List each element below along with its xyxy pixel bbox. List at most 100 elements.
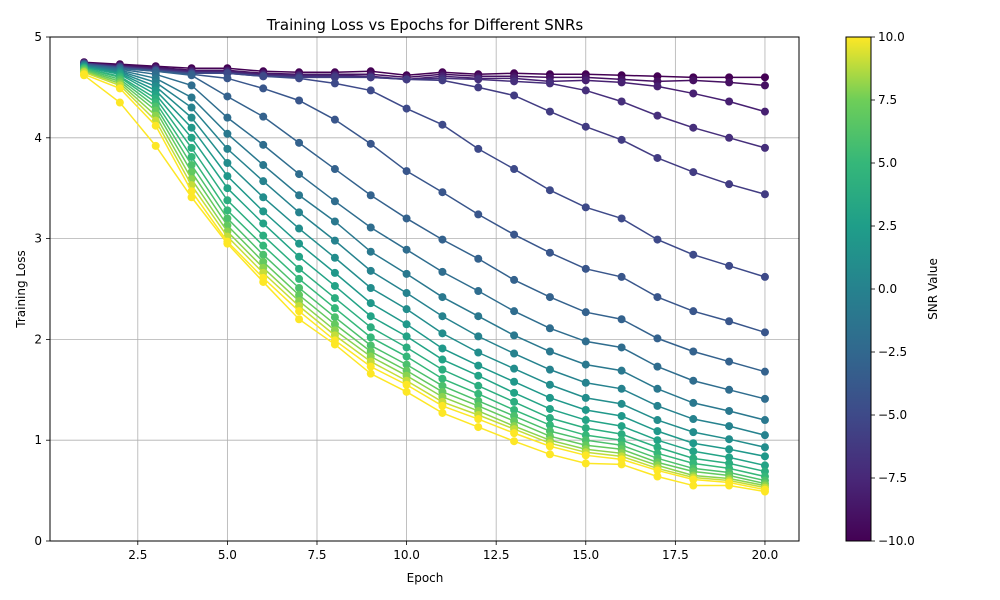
colorbar-tick-label: 5.0 bbox=[878, 156, 897, 170]
data-point bbox=[725, 481, 734, 490]
data-point bbox=[617, 78, 626, 87]
data-point bbox=[438, 329, 447, 338]
data-point bbox=[725, 406, 734, 415]
data-point bbox=[617, 399, 626, 408]
data-point bbox=[689, 481, 698, 490]
data-point bbox=[366, 223, 375, 232]
data-point bbox=[760, 107, 769, 116]
data-point bbox=[259, 250, 268, 259]
data-point bbox=[330, 73, 339, 82]
data-point bbox=[725, 385, 734, 394]
series-layer bbox=[80, 58, 769, 496]
data-point bbox=[366, 369, 375, 378]
data-point bbox=[438, 188, 447, 197]
data-point bbox=[725, 261, 734, 270]
data-point bbox=[474, 415, 483, 424]
data-point bbox=[295, 239, 304, 248]
series-line bbox=[83, 62, 766, 149]
data-point bbox=[653, 443, 662, 452]
series-line bbox=[84, 61, 765, 79]
data-point bbox=[760, 461, 769, 470]
data-point bbox=[223, 184, 232, 193]
data-point bbox=[653, 384, 662, 393]
data-point bbox=[438, 374, 447, 383]
y-tick-label: 2 bbox=[34, 332, 42, 346]
series-snr-0 bbox=[80, 62, 769, 440]
data-point bbox=[187, 93, 196, 102]
data-point bbox=[510, 331, 519, 340]
colorbar-tick-label: 0.0 bbox=[878, 282, 897, 296]
data-point bbox=[510, 349, 519, 358]
data-point bbox=[545, 324, 554, 333]
data-point bbox=[545, 107, 554, 116]
colorbar-ticks: −10.0 −7.5 −5.0 −2.5 0.0 2.5 5.0 7.5 10.0 bbox=[871, 30, 915, 548]
data-point bbox=[689, 376, 698, 385]
series-line bbox=[83, 65, 766, 448]
series-line bbox=[83, 62, 766, 113]
colorbar bbox=[845, 36, 872, 542]
data-point bbox=[438, 76, 447, 85]
data-point bbox=[617, 412, 626, 421]
data-point bbox=[438, 355, 447, 364]
data-point bbox=[402, 380, 411, 389]
series-snr--2 bbox=[80, 61, 769, 403]
data-point bbox=[187, 81, 196, 90]
data-point bbox=[438, 408, 447, 417]
data-point bbox=[545, 186, 554, 195]
data-point bbox=[330, 304, 339, 313]
data-point bbox=[510, 230, 519, 239]
data-point bbox=[295, 307, 304, 316]
y-tick-label: 1 bbox=[34, 433, 42, 447]
data-point bbox=[259, 177, 268, 186]
data-point bbox=[689, 347, 698, 356]
data-point bbox=[725, 97, 734, 106]
data-point bbox=[617, 135, 626, 144]
data-point bbox=[545, 248, 554, 257]
colorbar-tick-label: 7.5 bbox=[878, 93, 897, 107]
data-point bbox=[653, 82, 662, 91]
data-point bbox=[402, 289, 411, 298]
data-point bbox=[402, 214, 411, 223]
data-point bbox=[295, 274, 304, 283]
data-point bbox=[581, 451, 590, 460]
data-point bbox=[259, 161, 268, 170]
data-point bbox=[617, 422, 626, 431]
data-point bbox=[295, 224, 304, 233]
data-point bbox=[545, 79, 554, 88]
data-point bbox=[545, 347, 554, 356]
data-point bbox=[581, 203, 590, 212]
data-point bbox=[617, 343, 626, 352]
data-point bbox=[330, 236, 339, 245]
colorbar-tick-label: −10.0 bbox=[878, 534, 915, 548]
data-point bbox=[617, 97, 626, 106]
colorbar-tick-label: 10.0 bbox=[878, 30, 905, 44]
data-point bbox=[330, 79, 339, 88]
data-point bbox=[545, 442, 554, 451]
data-point bbox=[760, 416, 769, 425]
y-tick-label: 5 bbox=[34, 30, 42, 44]
data-point bbox=[510, 397, 519, 406]
data-point bbox=[295, 96, 304, 105]
data-point bbox=[689, 398, 698, 407]
x-tick-label: 20.0 bbox=[752, 548, 779, 562]
data-point bbox=[653, 111, 662, 120]
data-point bbox=[295, 208, 304, 217]
data-point bbox=[510, 275, 519, 284]
data-point bbox=[366, 312, 375, 321]
data-point bbox=[689, 89, 698, 98]
data-point bbox=[725, 78, 734, 87]
data-point bbox=[330, 294, 339, 303]
data-point bbox=[295, 283, 304, 292]
data-point bbox=[474, 361, 483, 370]
data-point bbox=[330, 313, 339, 322]
data-point bbox=[402, 352, 411, 361]
colorbar-tick-label: −5.0 bbox=[878, 408, 907, 422]
data-point bbox=[438, 267, 447, 276]
data-point bbox=[259, 193, 268, 202]
data-point bbox=[223, 129, 232, 138]
x-axis-label: Epoch bbox=[407, 571, 444, 585]
data-point bbox=[366, 283, 375, 292]
data-point bbox=[402, 104, 411, 113]
data-point bbox=[581, 424, 590, 433]
data-point bbox=[223, 113, 232, 122]
